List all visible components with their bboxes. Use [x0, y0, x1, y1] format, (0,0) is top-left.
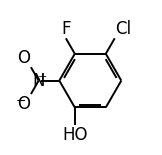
- Text: N: N: [32, 72, 45, 90]
- Text: Cl: Cl: [116, 20, 132, 38]
- Text: −: −: [16, 95, 26, 108]
- Text: +: +: [37, 73, 47, 82]
- Text: F: F: [61, 20, 71, 38]
- Text: HO: HO: [62, 126, 87, 144]
- Text: O: O: [17, 49, 30, 66]
- Text: O: O: [17, 95, 30, 113]
